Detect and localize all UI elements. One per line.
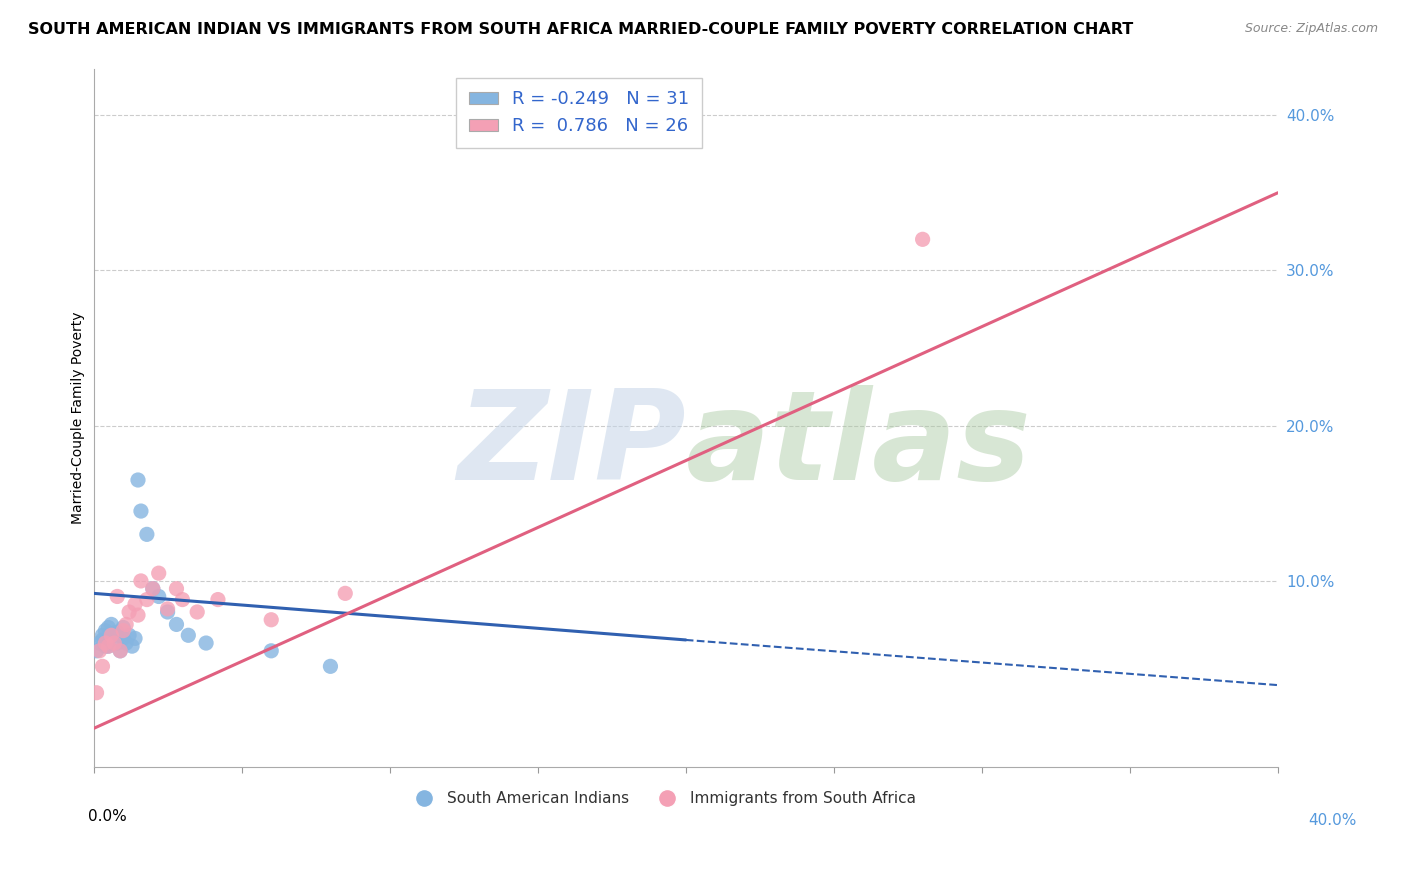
Point — [115, 636, 138, 650]
Point — [94, 639, 117, 653]
Point — [129, 504, 152, 518]
Point — [100, 628, 122, 642]
Point — [97, 639, 120, 653]
Point — [100, 617, 122, 632]
Point — [121, 639, 143, 653]
Point — [124, 632, 146, 646]
Point — [94, 624, 117, 638]
Point — [97, 620, 120, 634]
Point — [105, 636, 128, 650]
Point — [86, 644, 108, 658]
Point — [103, 628, 125, 642]
Point — [103, 636, 125, 650]
Point — [91, 632, 114, 647]
Point — [97, 632, 120, 646]
Point — [335, 586, 357, 600]
Point — [135, 527, 157, 541]
Text: ZIP: ZIP — [457, 385, 686, 507]
Point — [91, 659, 114, 673]
Point — [124, 597, 146, 611]
Point — [260, 644, 283, 658]
Point — [172, 592, 194, 607]
Point — [135, 592, 157, 607]
Text: SOUTH AMERICAN INDIAN VS IMMIGRANTS FROM SOUTH AFRICA MARRIED-COUPLE FAMILY POVE: SOUTH AMERICAN INDIAN VS IMMIGRANTS FROM… — [28, 22, 1133, 37]
Point — [911, 232, 934, 246]
Point — [91, 628, 114, 642]
Point — [177, 628, 200, 642]
Point — [86, 686, 108, 700]
Point — [186, 605, 208, 619]
Point — [112, 620, 135, 634]
Point — [112, 632, 135, 646]
Point — [110, 644, 132, 658]
Point — [207, 592, 229, 607]
Point — [105, 590, 128, 604]
Y-axis label: Married-Couple Family Poverty: Married-Couple Family Poverty — [72, 311, 86, 524]
Point — [156, 602, 179, 616]
Point — [319, 659, 342, 673]
Point — [260, 613, 283, 627]
Point — [89, 644, 111, 658]
Text: atlas: atlas — [686, 385, 1032, 507]
Point — [97, 639, 120, 653]
Point — [94, 636, 117, 650]
Point — [166, 582, 188, 596]
Point — [118, 605, 141, 619]
Point — [148, 590, 170, 604]
Point — [110, 644, 132, 658]
Point — [142, 582, 165, 596]
Point — [129, 574, 152, 588]
Point — [112, 624, 135, 638]
Point — [156, 605, 179, 619]
Text: 0.0%: 0.0% — [87, 809, 127, 824]
Point — [127, 473, 149, 487]
Point — [89, 636, 111, 650]
Text: Source: ZipAtlas.com: Source: ZipAtlas.com — [1244, 22, 1378, 36]
Point — [142, 582, 165, 596]
Point — [166, 617, 188, 632]
Point — [195, 636, 218, 650]
Text: 40.0%: 40.0% — [1309, 813, 1357, 828]
Point — [118, 628, 141, 642]
Point — [115, 617, 138, 632]
Point — [105, 625, 128, 640]
Point — [127, 608, 149, 623]
Point — [148, 566, 170, 581]
Legend: South American Indians, Immigrants from South Africa: South American Indians, Immigrants from … — [402, 785, 922, 812]
